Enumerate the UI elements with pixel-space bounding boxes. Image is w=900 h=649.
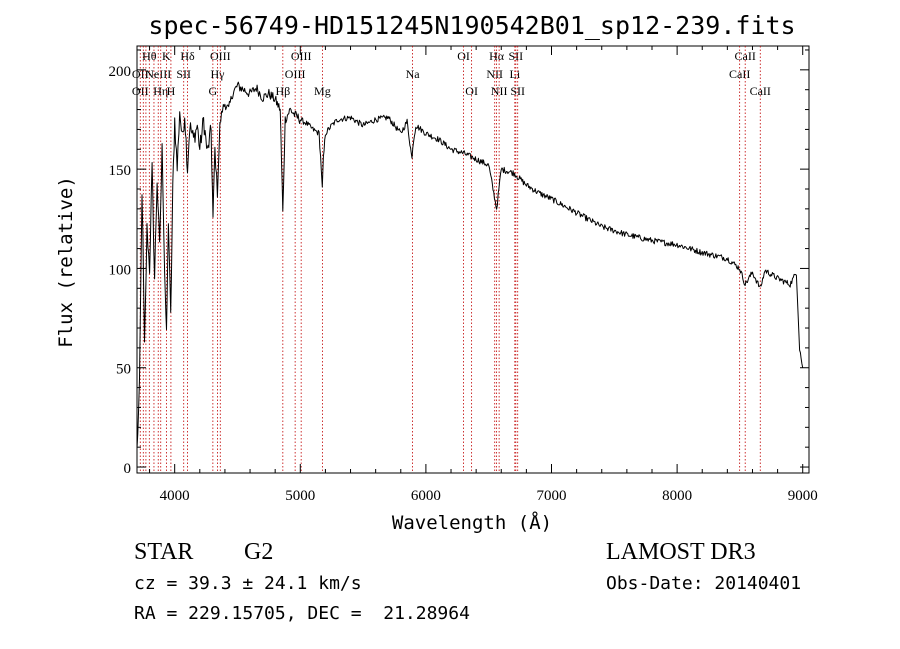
- y-tick-label-2: 100: [109, 262, 132, 278]
- spectrum-series: [136, 81, 804, 449]
- line-label-12-0: Hγ: [211, 67, 226, 81]
- x-axis-ticks: 4000 5000 6000 7000 8000 9000: [149, 46, 818, 504]
- line-label-28-0: CaII: [735, 49, 756, 63]
- line-label-22-0: Hα: [489, 49, 505, 63]
- x-tick-label-0: 4000: [160, 488, 190, 504]
- survey-name: LAMOST DR3: [606, 539, 756, 565]
- x-tick-label-3: 7000: [537, 488, 567, 504]
- line-label-3-0: Hθ: [142, 49, 157, 63]
- line-label-11-0: G: [209, 84, 218, 98]
- line-label-14-0: Hβ: [275, 84, 290, 98]
- x-tick-label-2: 6000: [411, 488, 441, 504]
- y-tick-label-3: 150: [109, 163, 132, 179]
- sky-coordinates: RA = 229.15705, DEC = 21.28964: [134, 603, 470, 624]
- line-label-13-0: OIII: [210, 49, 231, 63]
- x-tick-label-1: 5000: [285, 488, 315, 504]
- x-tick-label-5: 9000: [788, 488, 818, 504]
- plot-border: [136, 45, 810, 474]
- chart-title: spec-56749-HD151245N190542B01_sp12-239.f…: [148, 11, 795, 40]
- line-label-0-0: OII: [132, 67, 149, 81]
- y-tick-label-1: 50: [116, 362, 131, 378]
- line-label-16-0: OIII: [291, 49, 312, 63]
- line-label-5-0: NeIII: [145, 67, 171, 81]
- line-label-8-0: H: [167, 84, 176, 98]
- line-label-21-0: NII: [486, 67, 503, 81]
- line-label-15-0: OIII: [285, 67, 306, 81]
- y-axis-ticks: 0 50 100 150 200: [109, 49, 809, 477]
- y-axis-label: Flux (relative): [55, 176, 77, 348]
- line-label-0-1: OII: [132, 84, 149, 98]
- line-label-9-0: SII: [176, 67, 191, 81]
- line-label-26-0: SII: [510, 84, 525, 98]
- spectral-subclass: G2: [244, 539, 274, 565]
- line-label-7-0: K: [162, 49, 171, 63]
- y-tick-label-0: 0: [124, 461, 132, 477]
- emission-line-markers: OIIOIIHθNeIIIHηKHSIIHδGHγOIIIHβOIIIOIIIM…: [132, 46, 771, 473]
- redshift-velocity: cz = 39.3 ± 24.1 km/s: [134, 573, 362, 594]
- x-tick-label-4: 8000: [662, 488, 692, 504]
- line-label-19-0: OI: [457, 49, 470, 63]
- line-label-29-0: CaII: [750, 84, 771, 98]
- line-label-23-0: NII: [491, 84, 508, 98]
- line-label-6-0: Hη: [153, 84, 168, 98]
- line-label-17-0: Mg: [314, 84, 331, 98]
- line-label-25-0: SII: [508, 49, 523, 63]
- line-label-24-0: Li: [509, 67, 520, 81]
- object-class: STAR: [134, 539, 194, 565]
- plot-frame: [136, 45, 810, 474]
- line-label-18-0: Na: [406, 67, 421, 81]
- x-axis-label: Wavelength (Å): [392, 511, 552, 534]
- line-label-27-0: CaII: [729, 67, 750, 81]
- line-label-10-0: Hδ: [180, 49, 195, 63]
- observation-date: Obs-Date: 20140401: [606, 573, 802, 594]
- y-tick-label-4: 200: [109, 64, 132, 80]
- spectrum-line: [136, 81, 804, 449]
- line-label-20-0: OI: [465, 84, 478, 98]
